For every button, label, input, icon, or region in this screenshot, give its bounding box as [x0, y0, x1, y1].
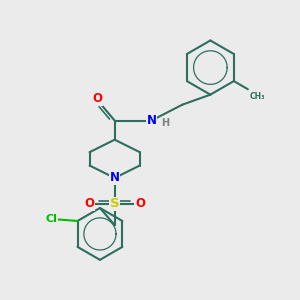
Text: O: O	[135, 197, 145, 210]
Text: O: O	[92, 92, 102, 105]
Text: S: S	[110, 197, 119, 210]
Text: CH₃: CH₃	[249, 92, 265, 100]
Text: N: N	[110, 172, 120, 184]
Text: N: N	[146, 114, 157, 127]
Text: H: H	[161, 118, 169, 128]
Text: Cl: Cl	[46, 214, 58, 224]
Text: O: O	[84, 197, 94, 210]
